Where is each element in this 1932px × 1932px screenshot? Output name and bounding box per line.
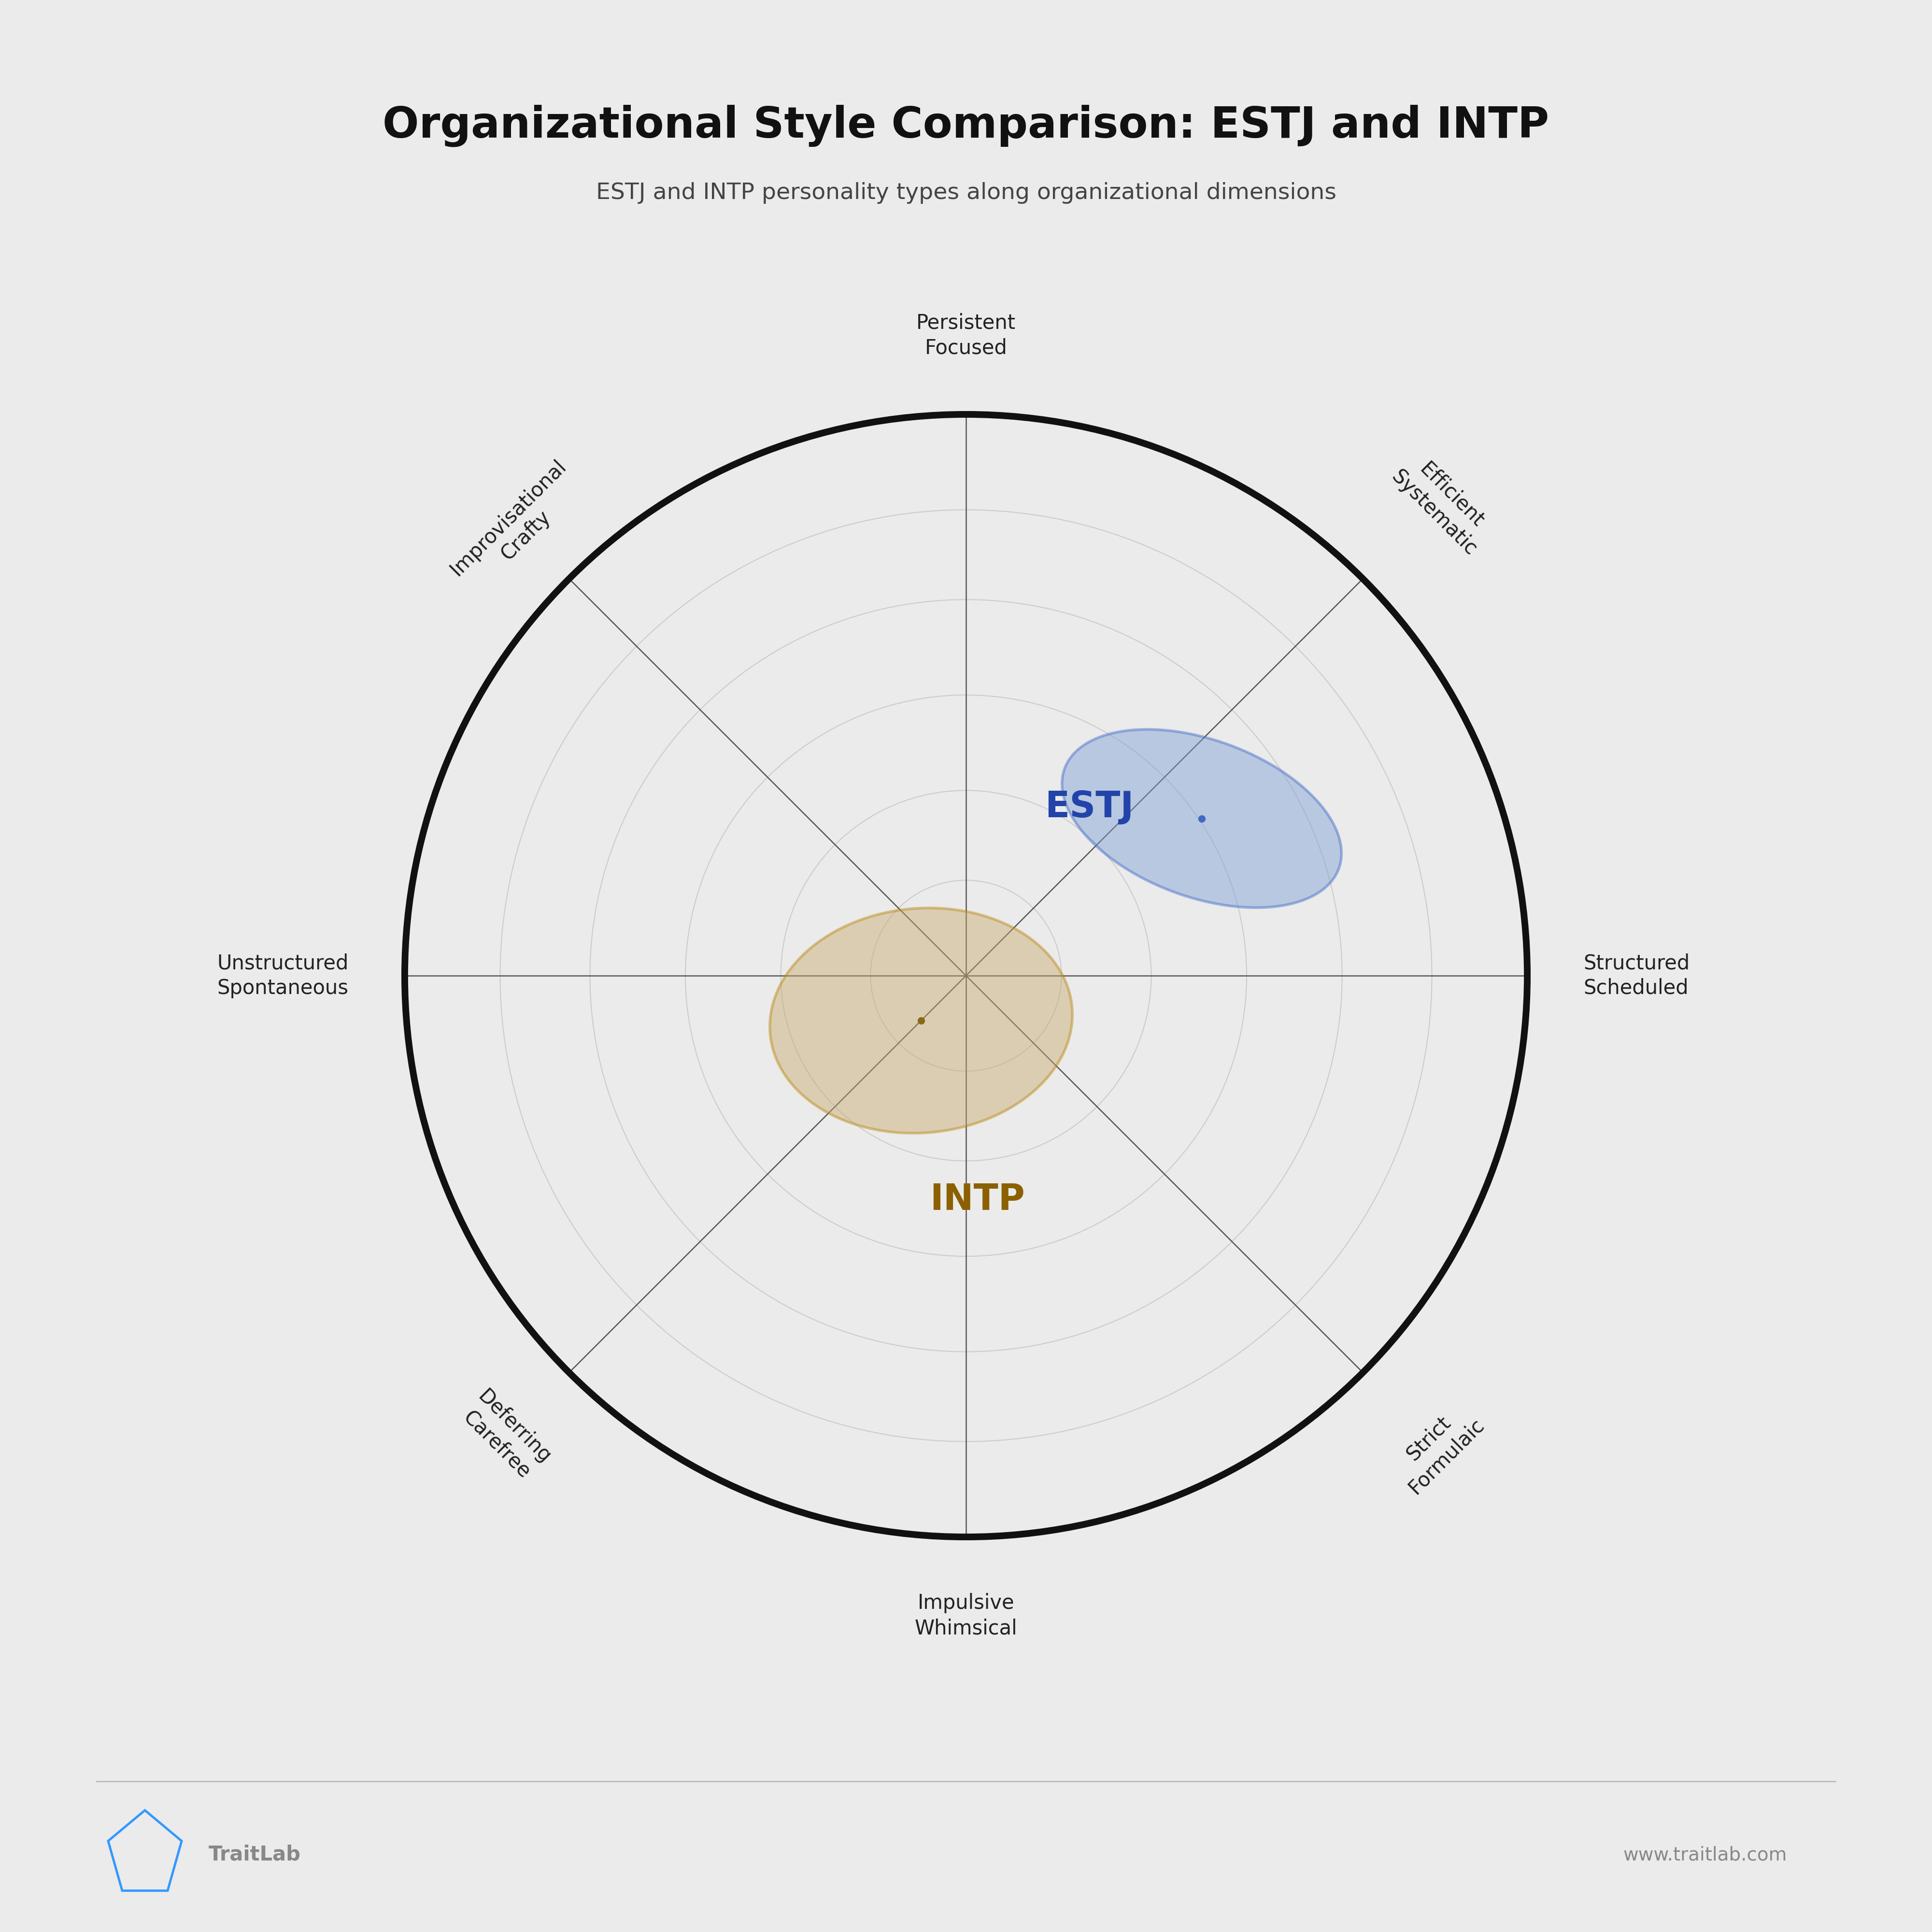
Text: ESTJ: ESTJ [1045, 790, 1134, 825]
Text: Unstructured
Spontaneous: Unstructured Spontaneous [216, 952, 348, 999]
Text: Structured
Scheduled: Structured Scheduled [1584, 952, 1690, 999]
Ellipse shape [1063, 730, 1341, 908]
Text: Organizational Style Comparison: ESTJ and INTP: Organizational Style Comparison: ESTJ an… [383, 104, 1549, 147]
Text: Persistent
Focused: Persistent Focused [916, 313, 1016, 357]
Text: Impulsive
Whimsical: Impulsive Whimsical [914, 1594, 1018, 1638]
Ellipse shape [769, 908, 1072, 1134]
Text: INTP: INTP [929, 1182, 1024, 1217]
Text: ESTJ and INTP personality types along organizational dimensions: ESTJ and INTP personality types along or… [595, 182, 1337, 205]
Text: Deferring
Carefree: Deferring Carefree [456, 1387, 554, 1486]
Text: Improvisational
Crafty: Improvisational Crafty [446, 456, 587, 597]
Text: TraitLab: TraitLab [209, 1845, 301, 1864]
Text: Efficient
Systematic: Efficient Systematic [1387, 448, 1499, 560]
Text: www.traitlab.com: www.traitlab.com [1623, 1845, 1787, 1864]
Text: Strict
Formulaic: Strict Formulaic [1387, 1397, 1488, 1497]
